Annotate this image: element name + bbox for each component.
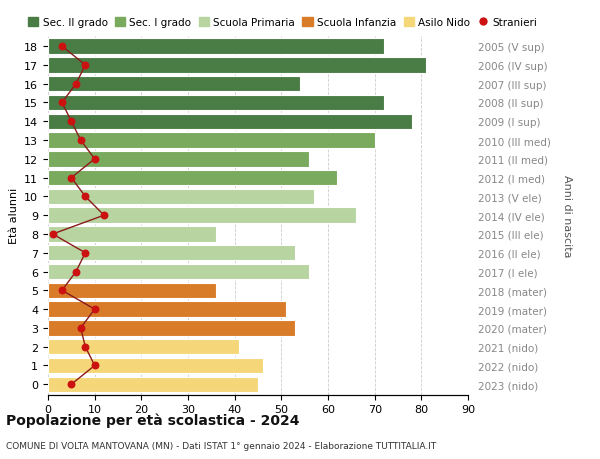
- Point: [67, 118, 76, 126]
- Bar: [48, 189, 314, 205]
- Point: [76, 137, 85, 145]
- Bar: [48, 208, 356, 224]
- Point: [90, 362, 100, 369]
- Bar: [48, 246, 295, 261]
- Point: [99, 212, 109, 219]
- Bar: [48, 95, 384, 111]
- Legend: Sec. II grado, Sec. I grado, Scuola Primaria, Scuola Infanzia, Asilo Nido, Stran: Sec. II grado, Sec. I grado, Scuola Prim…: [28, 18, 537, 28]
- Bar: [48, 283, 216, 298]
- Bar: [48, 133, 374, 148]
- Bar: [48, 58, 426, 73]
- Point: [80, 62, 90, 69]
- Point: [57, 43, 67, 50]
- Point: [80, 343, 90, 351]
- Bar: [48, 39, 384, 55]
- Point: [71, 81, 81, 88]
- Point: [48, 231, 58, 238]
- Bar: [48, 358, 263, 373]
- Bar: [48, 264, 310, 280]
- Bar: [48, 302, 286, 317]
- Bar: [48, 320, 295, 336]
- Bar: [48, 171, 337, 186]
- Bar: [48, 152, 310, 167]
- Point: [57, 287, 67, 294]
- Point: [80, 250, 90, 257]
- Point: [67, 174, 76, 182]
- Bar: [48, 227, 216, 242]
- Text: Popolazione per età scolastica - 2024: Popolazione per età scolastica - 2024: [6, 413, 299, 428]
- Point: [76, 325, 85, 332]
- Y-axis label: Età alunni: Età alunni: [8, 188, 19, 244]
- Point: [90, 156, 100, 163]
- Point: [80, 193, 90, 201]
- Point: [71, 269, 81, 276]
- Bar: [48, 339, 239, 355]
- Point: [57, 100, 67, 107]
- Point: [67, 381, 76, 388]
- Y-axis label: Anni di nascita: Anni di nascita: [562, 174, 572, 257]
- Bar: [48, 77, 300, 92]
- Point: [90, 306, 100, 313]
- Text: COMUNE DI VOLTA MANTOVANA (MN) - Dati ISTAT 1° gennaio 2024 - Elaborazione TUTTI: COMUNE DI VOLTA MANTOVANA (MN) - Dati IS…: [6, 441, 436, 450]
- Bar: [48, 114, 412, 130]
- Bar: [48, 377, 258, 392]
